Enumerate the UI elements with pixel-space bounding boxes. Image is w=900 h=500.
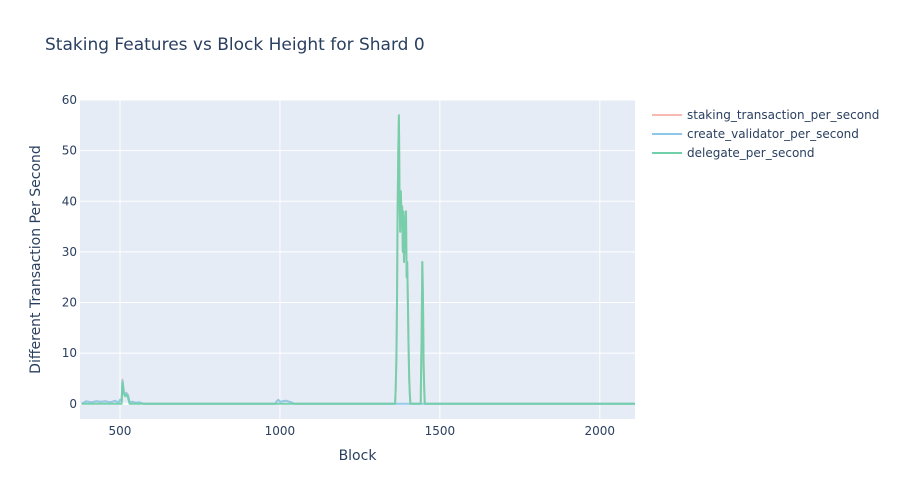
legend-item-create-validator-per-second[interactable]: create_validator_per_second bbox=[652, 127, 859, 141]
y-tick-label: 40 bbox=[62, 194, 77, 208]
legend-item-delegate-per-second[interactable]: delegate_per_second bbox=[652, 146, 815, 160]
y-tick-label: 60 bbox=[62, 93, 77, 107]
y-tick-label: 0 bbox=[69, 397, 77, 411]
legend-label: delegate_per_second bbox=[687, 146, 815, 160]
y-tick-label: 10 bbox=[62, 346, 77, 360]
series-line-delegate-per-second bbox=[81, 114, 635, 405]
y-tick-label: 20 bbox=[62, 296, 77, 310]
x-axis-title: Block bbox=[339, 448, 378, 464]
series-lines bbox=[81, 114, 635, 405]
legend-item-staking-transaction-per-second[interactable]: staking_transaction_per_second bbox=[652, 108, 879, 122]
x-axis-ticks: 500 1000 1500 2000 bbox=[109, 424, 616, 438]
x-tick-label: 2000 bbox=[585, 424, 616, 438]
plot-area bbox=[80, 100, 635, 419]
y-tick-label: 50 bbox=[62, 144, 77, 158]
y-axis-ticks: 0 10 20 30 40 50 60 bbox=[62, 93, 77, 411]
x-tick-label: 1000 bbox=[265, 424, 296, 438]
x-tick-label: 1500 bbox=[425, 424, 456, 438]
y-tick-label: 30 bbox=[62, 245, 77, 259]
legend-label: staking_transaction_per_second bbox=[687, 108, 879, 122]
legend-label: create_validator_per_second bbox=[687, 127, 859, 141]
chart-title: Staking Features vs Block Height for Sha… bbox=[45, 35, 425, 55]
y-axis-title: Different Transaction Per Second bbox=[28, 145, 44, 374]
legend: staking_transaction_per_second create_val… bbox=[652, 108, 879, 160]
x-tick-label: 500 bbox=[109, 424, 132, 438]
